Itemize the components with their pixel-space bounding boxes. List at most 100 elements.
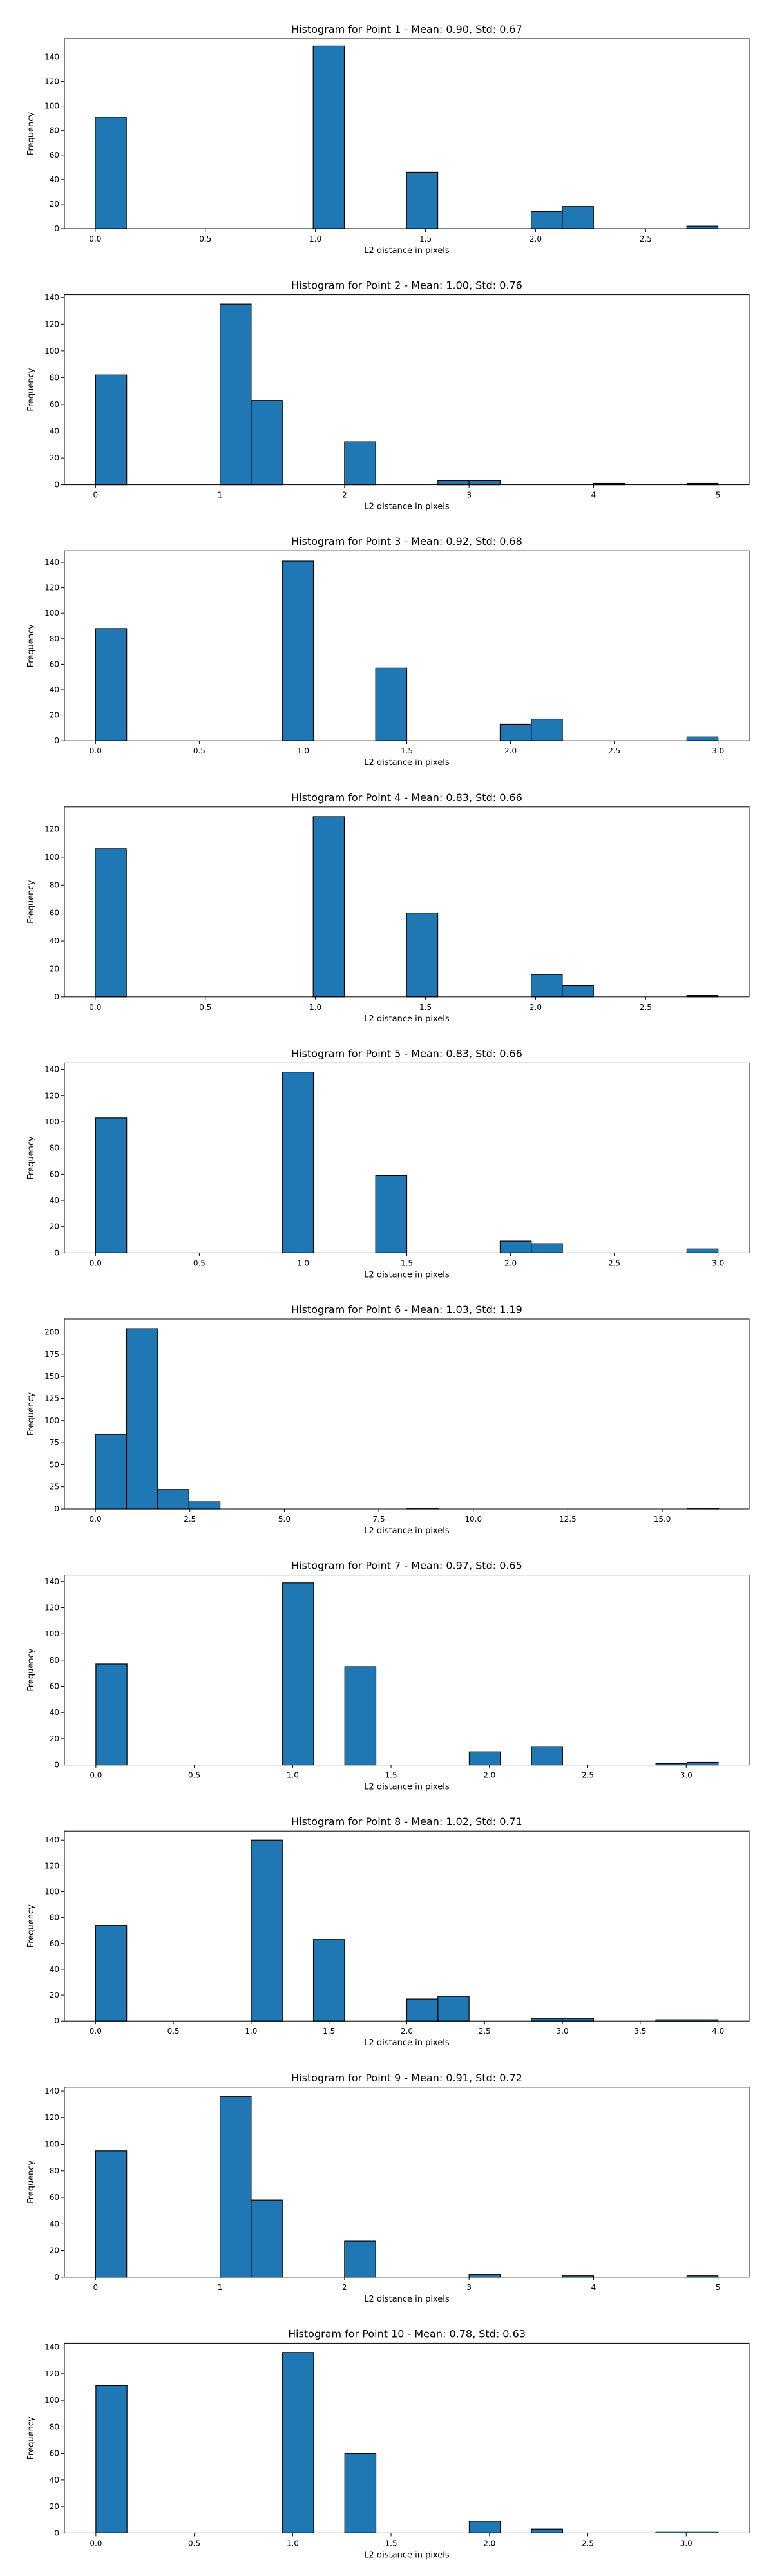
histogram-bar (95, 1925, 128, 2022)
y-tick-label: 0 (54, 480, 59, 489)
histogram-bar (312, 816, 345, 998)
y-axis-label: Frequency (26, 368, 36, 411)
histogram-bar (686, 1248, 719, 1253)
histogram-bar (531, 1243, 563, 1253)
x-tick-label: 2.5 (640, 1003, 652, 1012)
y-tick-label: 200 (44, 1328, 59, 1337)
x-tick-label: 2.0 (530, 1003, 542, 1012)
x-tick-label: 0.5 (167, 2027, 180, 2036)
x-tick-label: 1.0 (297, 1258, 309, 1267)
y-axis-label: Frequency (26, 624, 36, 667)
x-tick-label: 1.0 (297, 746, 309, 755)
histogram-bar (312, 1939, 345, 2022)
x-axis-label: L2 distance in pixels (364, 2295, 450, 2304)
histogram-bar (344, 1666, 377, 1766)
chart-title: Histogram for Point 2 - Mean: 1.00, Std:… (291, 279, 522, 292)
histogram-bar (531, 2018, 563, 2022)
y-tick-label: 0 (54, 1248, 59, 1257)
x-tick-label: 2.0 (483, 2539, 495, 2548)
y-tick-label: 80 (50, 880, 59, 889)
y-tick-label: 20 (50, 1991, 59, 2000)
x-axis-label: L2 distance in pixels (364, 758, 450, 768)
histogram-bar (157, 1489, 189, 1510)
plot-area (64, 294, 749, 485)
histogram-panel-3: 0.0 0.5 1.0 1.5 2.0 2.5 3.0 0 20 40 60 80 100 120 140 H… (26, 535, 750, 768)
x-tick-label: 3.0 (712, 1258, 724, 1267)
histogram-bar (468, 2274, 501, 2278)
y-tick-label: 20 (50, 453, 59, 462)
histogram-panel-7: 0.0 0.5 1.0 1.5 2.0 2.5 3.0 0 20 40 60 80 100 120 140 H… (26, 1560, 750, 1792)
x-axis-label: L2 distance in pixels (364, 502, 450, 512)
x-tick-label: 2.5 (608, 1258, 620, 1267)
histogram-bar (282, 1072, 314, 1253)
histogram-bar (344, 2240, 376, 2278)
plot-area (64, 1831, 749, 2022)
x-tick-label: 0.0 (89, 1003, 101, 1012)
x-tick-label: 1.5 (401, 746, 413, 755)
x-tick-label: 0 (93, 491, 98, 500)
y-tick-label: 100 (44, 853, 59, 862)
y-tick-label: 140 (44, 1577, 59, 1586)
histogram-bar (468, 480, 501, 486)
y-tick-label: 0 (54, 224, 59, 233)
x-axis-label: L2 distance in pixels (364, 2038, 450, 2048)
x-tick-label: 0 (93, 2283, 98, 2292)
histogram-panel-8: 0.0 0.5 1.0 1.5 2.0 2.5 3.0 3.5 4.0 0 20 40 60 80 100 1… (26, 1815, 750, 2048)
y-tick-label: 60 (50, 1682, 59, 1691)
histogram-bar (282, 2352, 314, 2534)
y-tick-label: 20 (50, 1734, 59, 1743)
x-tick-label: 4 (591, 491, 596, 500)
histogram-panel-2: 0 1 2 3 4 5 0 20 40 60 80 100 120 140 Histogram for Po… (26, 279, 750, 512)
histogram-panel-9: 0 1 2 3 4 5 0 20 40 60 80 100 120 140 Histogram for Po… (26, 2072, 750, 2304)
chart-title: Histogram for Point 7 - Mean: 0.97, Std:… (291, 1560, 522, 1572)
x-tick-label: 3.0 (680, 1771, 692, 1780)
histogram-bar (95, 1434, 128, 1510)
x-axis-label: L2 distance in pixels (364, 1270, 450, 1280)
x-tick-label: 0.0 (90, 2539, 102, 2548)
x-tick-label: 0.5 (193, 746, 205, 755)
x-tick-label: 1.5 (385, 2539, 397, 2548)
y-tick-label: 80 (50, 1656, 59, 1665)
histogram-bar (95, 117, 127, 229)
chart-title: Histogram for Point 1 - Mean: 0.90, Std:… (291, 23, 522, 35)
y-tick-label: 20 (50, 2246, 59, 2255)
x-tick-label: 2.5 (582, 2539, 594, 2548)
y-tick-label: 20 (50, 200, 59, 209)
y-tick-label: 40 (50, 2476, 59, 2485)
y-tick-label: 120 (44, 583, 59, 592)
y-tick-label: 80 (50, 1144, 59, 1153)
histogram-bar (344, 441, 376, 486)
x-tick-label: 1.0 (287, 1771, 299, 1780)
y-tick-label: 60 (50, 2193, 59, 2202)
histogram-bar (406, 913, 439, 998)
y-tick-label: 60 (50, 1939, 59, 1948)
histogram-bar (499, 1240, 532, 1253)
histogram-bar (686, 225, 719, 229)
x-tick-label: 2 (342, 2283, 347, 2292)
histogram-bar (530, 974, 563, 998)
histogram-bar (95, 1663, 128, 1766)
x-tick-label: 1.5 (401, 1258, 413, 1267)
y-tick-label: 0 (54, 736, 59, 745)
histogram-bar (95, 628, 128, 741)
histogram-bar (188, 1501, 221, 1510)
y-tick-label: 150 (44, 1372, 59, 1381)
y-tick-label: 80 (50, 634, 59, 643)
x-tick-label: 15.0 (654, 1515, 671, 1524)
y-tick-label: 140 (44, 558, 59, 567)
x-tick-label: 12.5 (559, 1515, 577, 1524)
x-tick-label: 3.5 (634, 2027, 646, 2036)
histogram-bar (95, 1117, 128, 1253)
histogram-bar (251, 400, 283, 486)
histogram-bar (562, 985, 594, 998)
chart-title: Histogram for Point 8 - Mean: 1.02, Std:… (291, 1815, 522, 1828)
x-tick-label: 10.0 (464, 1515, 482, 1524)
y-tick-label: 80 (50, 373, 59, 382)
y-tick-label: 140 (44, 2087, 59, 2096)
y-tick-label: 40 (50, 685, 59, 694)
x-tick-label: 3 (466, 491, 472, 500)
histogram-panel-1: 0.0 0.5 1.0 1.5 2.0 2.5 0 20 40 60 80 100 120 140 Hist… (26, 23, 750, 256)
x-tick-label: 0.5 (188, 2539, 200, 2548)
histogram-bar (219, 303, 252, 486)
